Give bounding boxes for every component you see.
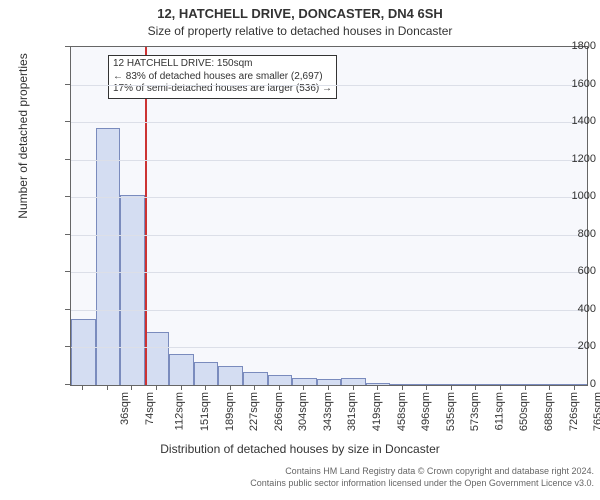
x-tick-mark [475, 385, 476, 390]
histogram-bar [145, 332, 170, 385]
x-tick-mark [230, 385, 231, 390]
footer-line: Contains public sector information licen… [250, 478, 594, 490]
x-tick-mark [451, 385, 452, 390]
x-tick-mark [500, 385, 501, 390]
y-tick-mark [65, 196, 70, 197]
y-tick-label: 200 [534, 340, 596, 352]
x-tick-mark [377, 385, 378, 390]
y-tick-label: 1000 [534, 190, 596, 202]
y-tick-label: 1600 [534, 78, 596, 90]
y-gridline [71, 310, 587, 311]
page-subtitle: Size of property relative to detached ho… [0, 24, 600, 38]
x-tick-label: 573sqm [469, 392, 481, 431]
x-tick-label: 765sqm [592, 392, 600, 431]
histogram-bar [71, 319, 96, 385]
x-tick-mark [254, 385, 255, 390]
x-tick-label: 189sqm [224, 392, 236, 431]
x-tick-label: 419sqm [371, 392, 383, 431]
y-gridline [71, 197, 587, 198]
y-tick-label: 0 [534, 378, 596, 390]
x-tick-label: 381sqm [347, 392, 359, 431]
x-tick-label: 535sqm [445, 392, 457, 431]
histogram-bar [268, 375, 293, 385]
x-tick-label: 74sqm [144, 392, 156, 425]
x-tick-mark [525, 385, 526, 390]
x-tick-mark [279, 385, 280, 390]
y-gridline [71, 235, 587, 236]
x-tick-mark [574, 385, 575, 390]
histogram-bar [390, 384, 415, 386]
x-tick-mark [328, 385, 329, 390]
y-tick-mark [65, 271, 70, 272]
x-tick-mark [156, 385, 157, 390]
y-tick-label: 600 [534, 265, 596, 277]
y-gridline [71, 160, 587, 161]
y-tick-mark [65, 346, 70, 347]
x-tick-label: 726sqm [568, 392, 580, 431]
histogram-bar [341, 378, 366, 386]
x-tick-label: 36sqm [119, 392, 131, 425]
y-tick-label: 800 [534, 228, 596, 240]
y-axis-title: Number of detached properties [16, 0, 30, 305]
page-title: 12, HATCHELL DRIVE, DONCASTER, DN4 6SH [0, 6, 600, 21]
histogram-bar [464, 384, 489, 385]
x-tick-label: 688sqm [543, 392, 555, 431]
histogram-bar [194, 362, 219, 385]
y-tick-label: 1400 [534, 115, 596, 127]
x-tick-label: 496sqm [420, 392, 432, 431]
histogram-bar [218, 366, 243, 385]
histogram-bar [96, 128, 121, 385]
x-axis-title: Distribution of detached houses by size … [0, 442, 600, 456]
y-tick-mark [65, 234, 70, 235]
y-tick-label: 1800 [534, 40, 596, 52]
histogram-bar [243, 372, 268, 385]
x-tick-label: 227sqm [248, 392, 260, 431]
y-tick-label: 1200 [534, 153, 596, 165]
chart-plot-area: 12 HATCHELL DRIVE: 150sqm← 83% of detach… [70, 46, 588, 386]
histogram-bar [415, 384, 440, 385]
y-tick-mark [65, 121, 70, 122]
y-tick-mark [65, 84, 70, 85]
y-tick-mark [65, 309, 70, 310]
y-gridline [71, 122, 587, 123]
x-tick-label: 458sqm [396, 392, 408, 431]
y-tick-mark [65, 384, 70, 385]
x-tick-label: 266sqm [273, 392, 285, 431]
histogram-bar [440, 384, 465, 385]
y-tick-mark [65, 159, 70, 160]
x-tick-label: 151sqm [199, 392, 211, 431]
footer-line: Contains HM Land Registry data © Crown c… [250, 466, 594, 478]
x-tick-mark [181, 385, 182, 390]
x-tick-label: 112sqm [174, 392, 186, 430]
x-tick-mark [107, 385, 108, 390]
y-gridline [71, 85, 587, 86]
chart-annotation-box: 12 HATCHELL DRIVE: 150sqm← 83% of detach… [108, 55, 337, 99]
y-tick-mark [65, 46, 70, 47]
histogram-bar [120, 195, 145, 385]
x-tick-mark [353, 385, 354, 390]
x-tick-mark [205, 385, 206, 390]
attribution-footer: Contains HM Land Registry data © Crown c… [250, 466, 594, 489]
x-tick-label: 304sqm [297, 392, 309, 431]
y-gridline [71, 272, 587, 273]
x-tick-mark [303, 385, 304, 390]
x-tick-mark [82, 385, 83, 390]
histogram-bar [292, 378, 317, 386]
x-tick-mark [549, 385, 550, 390]
annotation-line: 12 HATCHELL DRIVE: 150sqm [113, 58, 332, 71]
x-tick-mark [426, 385, 427, 390]
annotation-line: ← 83% of detached houses are smaller (2,… [113, 71, 332, 84]
y-tick-label: 400 [534, 303, 596, 315]
x-tick-mark [131, 385, 132, 390]
histogram-bar [169, 354, 194, 385]
x-tick-mark [402, 385, 403, 390]
x-tick-label: 611sqm [493, 392, 505, 430]
x-tick-label: 650sqm [519, 392, 531, 431]
y-gridline [71, 347, 587, 348]
x-tick-label: 343sqm [322, 392, 334, 431]
